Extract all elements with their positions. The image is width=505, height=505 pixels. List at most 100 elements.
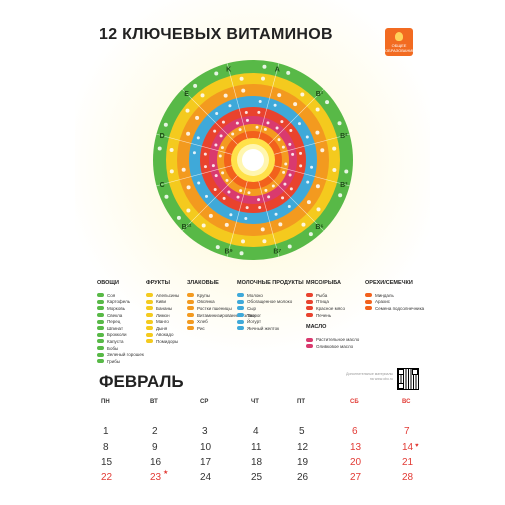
- food-icon: [271, 184, 275, 188]
- legend-item: Картофель: [97, 299, 144, 306]
- calendar-day[interactable]: 17: [200, 457, 212, 468]
- vitamin-label: B⁹: [224, 248, 232, 255]
- food-icon: [187, 326, 194, 331]
- food-icon: [169, 148, 174, 153]
- calendar-day[interactable]: 4: [253, 426, 259, 437]
- legend-item: Йогурт: [237, 318, 304, 325]
- food-icon: [300, 92, 305, 97]
- calendar-day[interactable]: 12: [297, 442, 309, 453]
- legend-item-label: Йогурт: [247, 319, 262, 325]
- calendar-day[interactable]: 28: [402, 472, 414, 483]
- calendar-day[interactable]: 13: [350, 442, 362, 453]
- food-icon: [197, 181, 201, 185]
- food-icon: [283, 182, 287, 186]
- month-title: ФЕВРАЛЬ: [99, 372, 184, 391]
- food-icon: [97, 346, 104, 351]
- calendar-day[interactable]: 24: [200, 472, 212, 483]
- calendar-day[interactable]: 15: [101, 457, 113, 468]
- food-icon: [338, 193, 343, 198]
- calendar-day[interactable]: 18: [251, 457, 263, 468]
- legend-item-label: Крупы: [197, 292, 210, 298]
- legend-item: Витаминизированные злаки: [187, 312, 256, 319]
- calendar-day[interactable]: 9: [152, 442, 158, 453]
- legend-item-label: Птица: [316, 299, 329, 305]
- qr-finder: [398, 369, 404, 375]
- calendar-day[interactable]: 2: [152, 426, 158, 437]
- calendar-day[interactable]: 23: [150, 472, 162, 483]
- calendar-day[interactable]: 5: [299, 426, 305, 437]
- food-icon: [221, 120, 225, 124]
- legend-column: ОВОЩИ Соя Картофель Морковь Свекла Перец Шпина…: [97, 280, 144, 365]
- qr-code[interactable]: [397, 368, 419, 390]
- food-icon: [169, 169, 174, 174]
- calendar-day[interactable]: 21: [402, 457, 414, 468]
- calendar-day[interactable]: 27: [350, 472, 362, 483]
- food-icon: [208, 213, 213, 218]
- food-icon: [186, 131, 191, 136]
- food-icon: [315, 130, 320, 135]
- materials-note: Дополнительные материалы на www.obo.ru: [346, 372, 393, 381]
- legend-item: Перец: [97, 318, 144, 325]
- calendar-day[interactable]: 1: [103, 426, 109, 437]
- legend-group-header: ОВОЩИ: [97, 280, 119, 286]
- legend-item: Растительное масло: [306, 336, 359, 343]
- sector-divider: [226, 181, 248, 257]
- sector-divider: [258, 181, 280, 257]
- legend-group-header: МЯСО/РЫБА: [306, 280, 341, 286]
- food-icon: [293, 102, 298, 107]
- food-icon: [187, 306, 194, 311]
- legend-column: ФРУКТЫ Апельсины Киви Бананы Лимон Манго Дыня А…: [146, 280, 179, 345]
- food-icon: [278, 222, 283, 227]
- food-icon: [203, 152, 207, 156]
- calendar-day[interactable]: 6: [352, 426, 358, 437]
- calendar-day[interactable]: 8: [103, 442, 109, 453]
- food-icon: [97, 319, 104, 324]
- food-icon: [344, 169, 349, 174]
- calendar-day[interactable]: 16: [150, 457, 162, 468]
- food-icon: [176, 215, 181, 220]
- weekday-header: ВТ: [150, 399, 158, 405]
- vitamin-label: E: [184, 91, 189, 98]
- legend-item-label: Соя: [107, 292, 116, 298]
- calendar-day[interactable]: 3: [202, 426, 208, 437]
- legend-item-label: Бананы: [156, 305, 173, 311]
- food-icon: [201, 223, 206, 228]
- calendar-day[interactable]: 19: [297, 457, 309, 468]
- calendar-day[interactable]: 20: [350, 457, 362, 468]
- legend-item: Зеленый горошек: [97, 351, 144, 358]
- calendar-day[interactable]: 11: [251, 442, 262, 453]
- sector-divider: [274, 165, 350, 187]
- calendar-day[interactable]: 10: [200, 442, 212, 453]
- legend-item-label: Растительное масло: [316, 337, 360, 343]
- food-icon: [97, 293, 104, 298]
- food-icon: [277, 93, 282, 98]
- vitamin-label: B⁷: [273, 248, 281, 255]
- food-icon: [306, 200, 311, 205]
- food-icon: [273, 103, 277, 107]
- food-icon: [299, 151, 303, 155]
- calendar-day[interactable]: 22: [101, 472, 113, 483]
- calendar-day[interactable]: 7: [404, 426, 410, 437]
- food-icon: [267, 195, 271, 199]
- food-icon: [305, 135, 309, 139]
- calendar-day[interactable]: 26: [297, 472, 309, 483]
- legend-group-header: МАСЛО: [306, 324, 327, 331]
- food-icon: [97, 306, 104, 311]
- legend-column: МОЛОЧНЫЕ ПРОДУКТЫ Молоко Обогащенное молок…: [237, 280, 304, 332]
- food-icon: [282, 170, 286, 174]
- food-icon: [203, 165, 207, 169]
- legend-item-label: Авокадо: [156, 332, 174, 338]
- food-icon: [164, 194, 169, 199]
- food-icon: [337, 121, 342, 126]
- legend-item: Капуста: [97, 338, 144, 345]
- legend-item-label: Рис: [197, 325, 205, 331]
- legend-item: Бобы: [97, 345, 144, 352]
- legend-item: Бананы: [146, 305, 179, 312]
- food-icon: [239, 189, 243, 193]
- legend-item: Арахис: [365, 299, 424, 306]
- legend-item: Дыня: [146, 325, 179, 332]
- food-icon: [275, 126, 279, 130]
- legend-item: Семена подсолнечника: [365, 305, 424, 312]
- calendar-day[interactable]: 14: [402, 442, 414, 453]
- calendar-day[interactable]: 25: [251, 472, 263, 483]
